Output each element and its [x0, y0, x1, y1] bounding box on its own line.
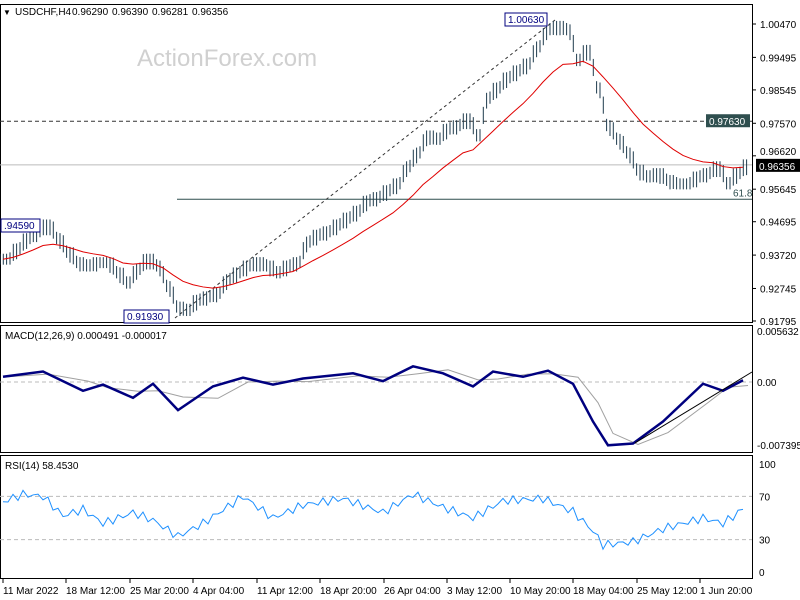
moving-average-line [2, 60, 744, 289]
rsi-panel-frame [0, 455, 753, 579]
rsi-tick-label: 100 [759, 460, 776, 471]
rsi-title: RSI(14) 58.4530 [5, 461, 79, 472]
low-value: 0.96281 [152, 7, 189, 18]
x-tick-label: 25 Mar 20:00 [130, 586, 189, 597]
y-tick-label: 0.95645 [760, 185, 797, 196]
open-value: 0.96290 [72, 7, 109, 18]
y-tick-label: 0.91795 [760, 317, 797, 328]
rsi-tick-label: 70 [759, 492, 771, 503]
swing-annotation-box [0, 218, 41, 233]
y-tick-label: 0.99495 [760, 53, 797, 64]
y-tick-label: 0.98545 [760, 86, 797, 97]
y-tick-label: 0.97570 [760, 119, 797, 130]
macd-line [2, 365, 744, 447]
rsi-line [2, 489, 744, 551]
high-annotation-box [504, 12, 548, 27]
swing-annotation: .94590 [4, 221, 35, 232]
x-tick-label: 25 May 12:00 [637, 586, 698, 597]
x-tick-label: 18 May 04:00 [573, 586, 634, 597]
watermark: ActionForex.com [137, 45, 317, 72]
macd-tick-label: 0.00 [757, 378, 777, 389]
macd-title: MACD(12,26,9) 0.000491 -0.000017 [5, 331, 167, 342]
x-tick-label: 11 Apr 12:00 [257, 586, 313, 597]
current-price-tag [756, 158, 800, 172]
rsi-tick-label: 30 [759, 536, 771, 547]
level-price-label: 0.97630 [709, 117, 746, 128]
triangle-down-icon[interactable]: ▼ [3, 8, 11, 17]
y-tick-label: 0.93720 [760, 251, 797, 262]
high-annotation: 1.00630 [508, 15, 545, 26]
level-price-tag [706, 114, 750, 128]
y-tick-label: 0.92745 [760, 284, 797, 295]
x-tick-label: 18 Mar 12:00 [66, 586, 125, 597]
x-tick-label: 26 Apr 04:00 [384, 586, 441, 597]
x-tick-label: 4 Apr 04:00 [193, 586, 245, 597]
x-tick-label: 18 Apr 20:00 [320, 586, 377, 597]
x-tick-label: 10 May 20:00 [510, 586, 571, 597]
symbol-label: USDCHF,H4 [15, 7, 72, 18]
price-panel-frame [0, 4, 753, 323]
fibonacci-label: 61.8 [733, 188, 753, 199]
x-tick-label: 11 Mar 2022 [3, 586, 59, 597]
trendline[interactable] [174, 19, 556, 319]
low-annotation: 0.91930 [127, 312, 164, 323]
low-annotation-box [123, 309, 170, 324]
current-price-label: 0.96356 [759, 162, 796, 173]
macd-tick-label: -0.007395 [757, 441, 800, 452]
y-tick-label: 1.00470 [760, 20, 797, 31]
close-value: 0.96356 [192, 7, 229, 18]
rsi-tick-label: 0 [759, 568, 765, 579]
y-tick-label: 0.94695 [760, 218, 797, 229]
x-tick-label: 1 Jun 20:00 [700, 586, 753, 597]
high-value: 0.96390 [112, 7, 149, 18]
macd-panel-frame [0, 325, 753, 453]
x-tick-label: 3 May 12:00 [447, 586, 502, 597]
macd-tick-label: 0.005632 [757, 327, 799, 338]
macd-trendline[interactable] [634, 371, 753, 444]
y-tick-label: 0.96620 [760, 147, 797, 158]
